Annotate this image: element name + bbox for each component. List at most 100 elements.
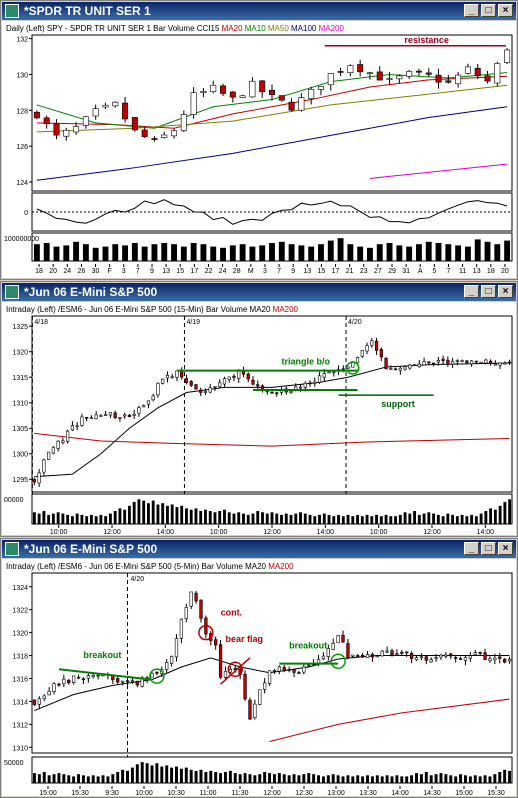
- candle-body: [218, 644, 223, 678]
- cci-zero-label: 0: [24, 210, 28, 217]
- x-tick-label: 7: [447, 268, 451, 275]
- chart-window-icon[interactable]: [5, 285, 19, 299]
- minimize-button[interactable]: _: [464, 542, 479, 555]
- volume-scale-label: 100000000: [4, 236, 39, 243]
- volume-bar: [81, 775, 85, 783]
- close-button[interactable]: ×: [498, 285, 513, 298]
- candle-body: [370, 340, 374, 346]
- volume-bar: [498, 505, 502, 524]
- candle-body: [308, 88, 315, 99]
- volume-bar: [161, 243, 168, 261]
- volume-bar: [265, 513, 269, 524]
- y-tick-label: 1324: [12, 585, 28, 592]
- breakout-circle: [346, 361, 360, 375]
- volume-bar: [116, 772, 120, 783]
- volume-bar: [308, 246, 315, 261]
- volume-bar: [194, 508, 198, 524]
- title-bar[interactable]: *SPDR TR UNIT SER 1 _ □ ×: [2, 2, 516, 20]
- breakout-annotation-1: breakout: [83, 650, 121, 660]
- candle-body: [137, 407, 141, 414]
- volume-bar: [403, 512, 407, 524]
- candle-body: [248, 699, 252, 720]
- chart-legend: Intraday (Left) /ESM6 - Jun 06 E-Mini S&…: [6, 562, 294, 571]
- volume-bar: [370, 516, 374, 524]
- candle-body: [37, 698, 41, 705]
- x-tick-label: 10:00: [50, 529, 68, 536]
- volume-bar: [415, 773, 418, 783]
- candle-body: [355, 357, 360, 364]
- candle-body: [51, 446, 55, 454]
- ma-line-ma200: [369, 163, 508, 179]
- candle-body: [180, 370, 184, 378]
- close-button[interactable]: ×: [498, 542, 513, 555]
- volume-bar: [313, 516, 317, 524]
- breakout-annotation-2: breakout: [289, 641, 327, 651]
- volume-bar: [297, 775, 301, 783]
- volume-bar: [219, 773, 223, 783]
- volume-bar: [147, 503, 150, 524]
- candle-body: [400, 652, 404, 654]
- candle-body: [208, 387, 212, 393]
- legend-entry: /ESM6 - Jun 06 E-Mini S&P 500 (15-Min) B…: [56, 305, 248, 314]
- close-button[interactable]: ×: [498, 4, 513, 17]
- candle-body: [237, 370, 241, 379]
- volume-bar: [282, 774, 286, 783]
- volume-bar: [189, 769, 193, 783]
- x-tick-label: 15:30: [71, 790, 89, 797]
- volume-bar: [258, 774, 262, 783]
- chart-body: Intraday (Left) /ESM6 - Jun 06 E-Mini S&…: [2, 302, 516, 536]
- candle-body: [82, 116, 89, 126]
- volume-bar: [289, 514, 293, 524]
- maximize-button[interactable]: □: [481, 542, 496, 555]
- candle-body: [317, 86, 324, 90]
- candle-body: [441, 358, 445, 362]
- volume-bar: [498, 772, 502, 783]
- candle-body: [251, 379, 255, 385]
- candle-body: [203, 391, 208, 393]
- minimize-button[interactable]: _: [464, 4, 479, 17]
- y-tick-label: 1315: [12, 375, 28, 382]
- volume-bar: [380, 776, 384, 783]
- candle-body: [424, 656, 428, 661]
- candle-body: [42, 459, 46, 473]
- volume-bar: [361, 776, 365, 783]
- candle-body: [141, 129, 148, 138]
- candle-body: [489, 360, 493, 364]
- volume-bar: [424, 772, 428, 783]
- candle-body: [390, 650, 394, 656]
- x-tick-label: F: [108, 268, 112, 275]
- candle-body: [112, 101, 119, 107]
- x-tick-label: 20: [501, 268, 509, 275]
- x-tick-label: 14:00: [477, 529, 495, 536]
- minimize-button[interactable]: _: [464, 285, 479, 298]
- x-tick-label: 15:00: [455, 790, 473, 797]
- title-bar[interactable]: *Jun 06 E-Mini S&P 500 _ □ ×: [2, 283, 516, 301]
- chart-window-icon[interactable]: [5, 4, 19, 18]
- volume-bar: [92, 247, 99, 261]
- candle-body: [194, 384, 198, 390]
- breakout-circle-1: [149, 668, 165, 684]
- volume-bar: [459, 774, 463, 783]
- x-tick-label: 14:00: [317, 529, 335, 536]
- volume-bar: [272, 774, 276, 783]
- volume-bar: [166, 505, 169, 524]
- chart-legend: Intraday (Left) /ESM6 - Jun 06 E-Mini S&…: [6, 305, 299, 314]
- title-bar[interactable]: *Jun 06 E-Mini S&P 500 _ □ ×: [2, 540, 516, 558]
- candle-body: [307, 664, 311, 667]
- candle-body: [455, 360, 459, 362]
- volume-bar: [347, 244, 354, 261]
- volume-bar: [277, 773, 281, 783]
- candle-body: [289, 391, 293, 393]
- candle-body: [104, 414, 108, 416]
- volume-bar: [455, 516, 459, 524]
- candle-body: [455, 74, 462, 85]
- maximize-button[interactable]: □: [481, 285, 496, 298]
- volume-bar: [317, 775, 320, 783]
- candle-body: [431, 362, 436, 365]
- candle-body: [385, 650, 389, 653]
- y-tick-label: 1310: [12, 401, 28, 408]
- volume-bar: [278, 241, 285, 261]
- volume-bar: [43, 243, 50, 261]
- maximize-button[interactable]: □: [481, 4, 496, 17]
- chart-window-icon[interactable]: [5, 542, 19, 556]
